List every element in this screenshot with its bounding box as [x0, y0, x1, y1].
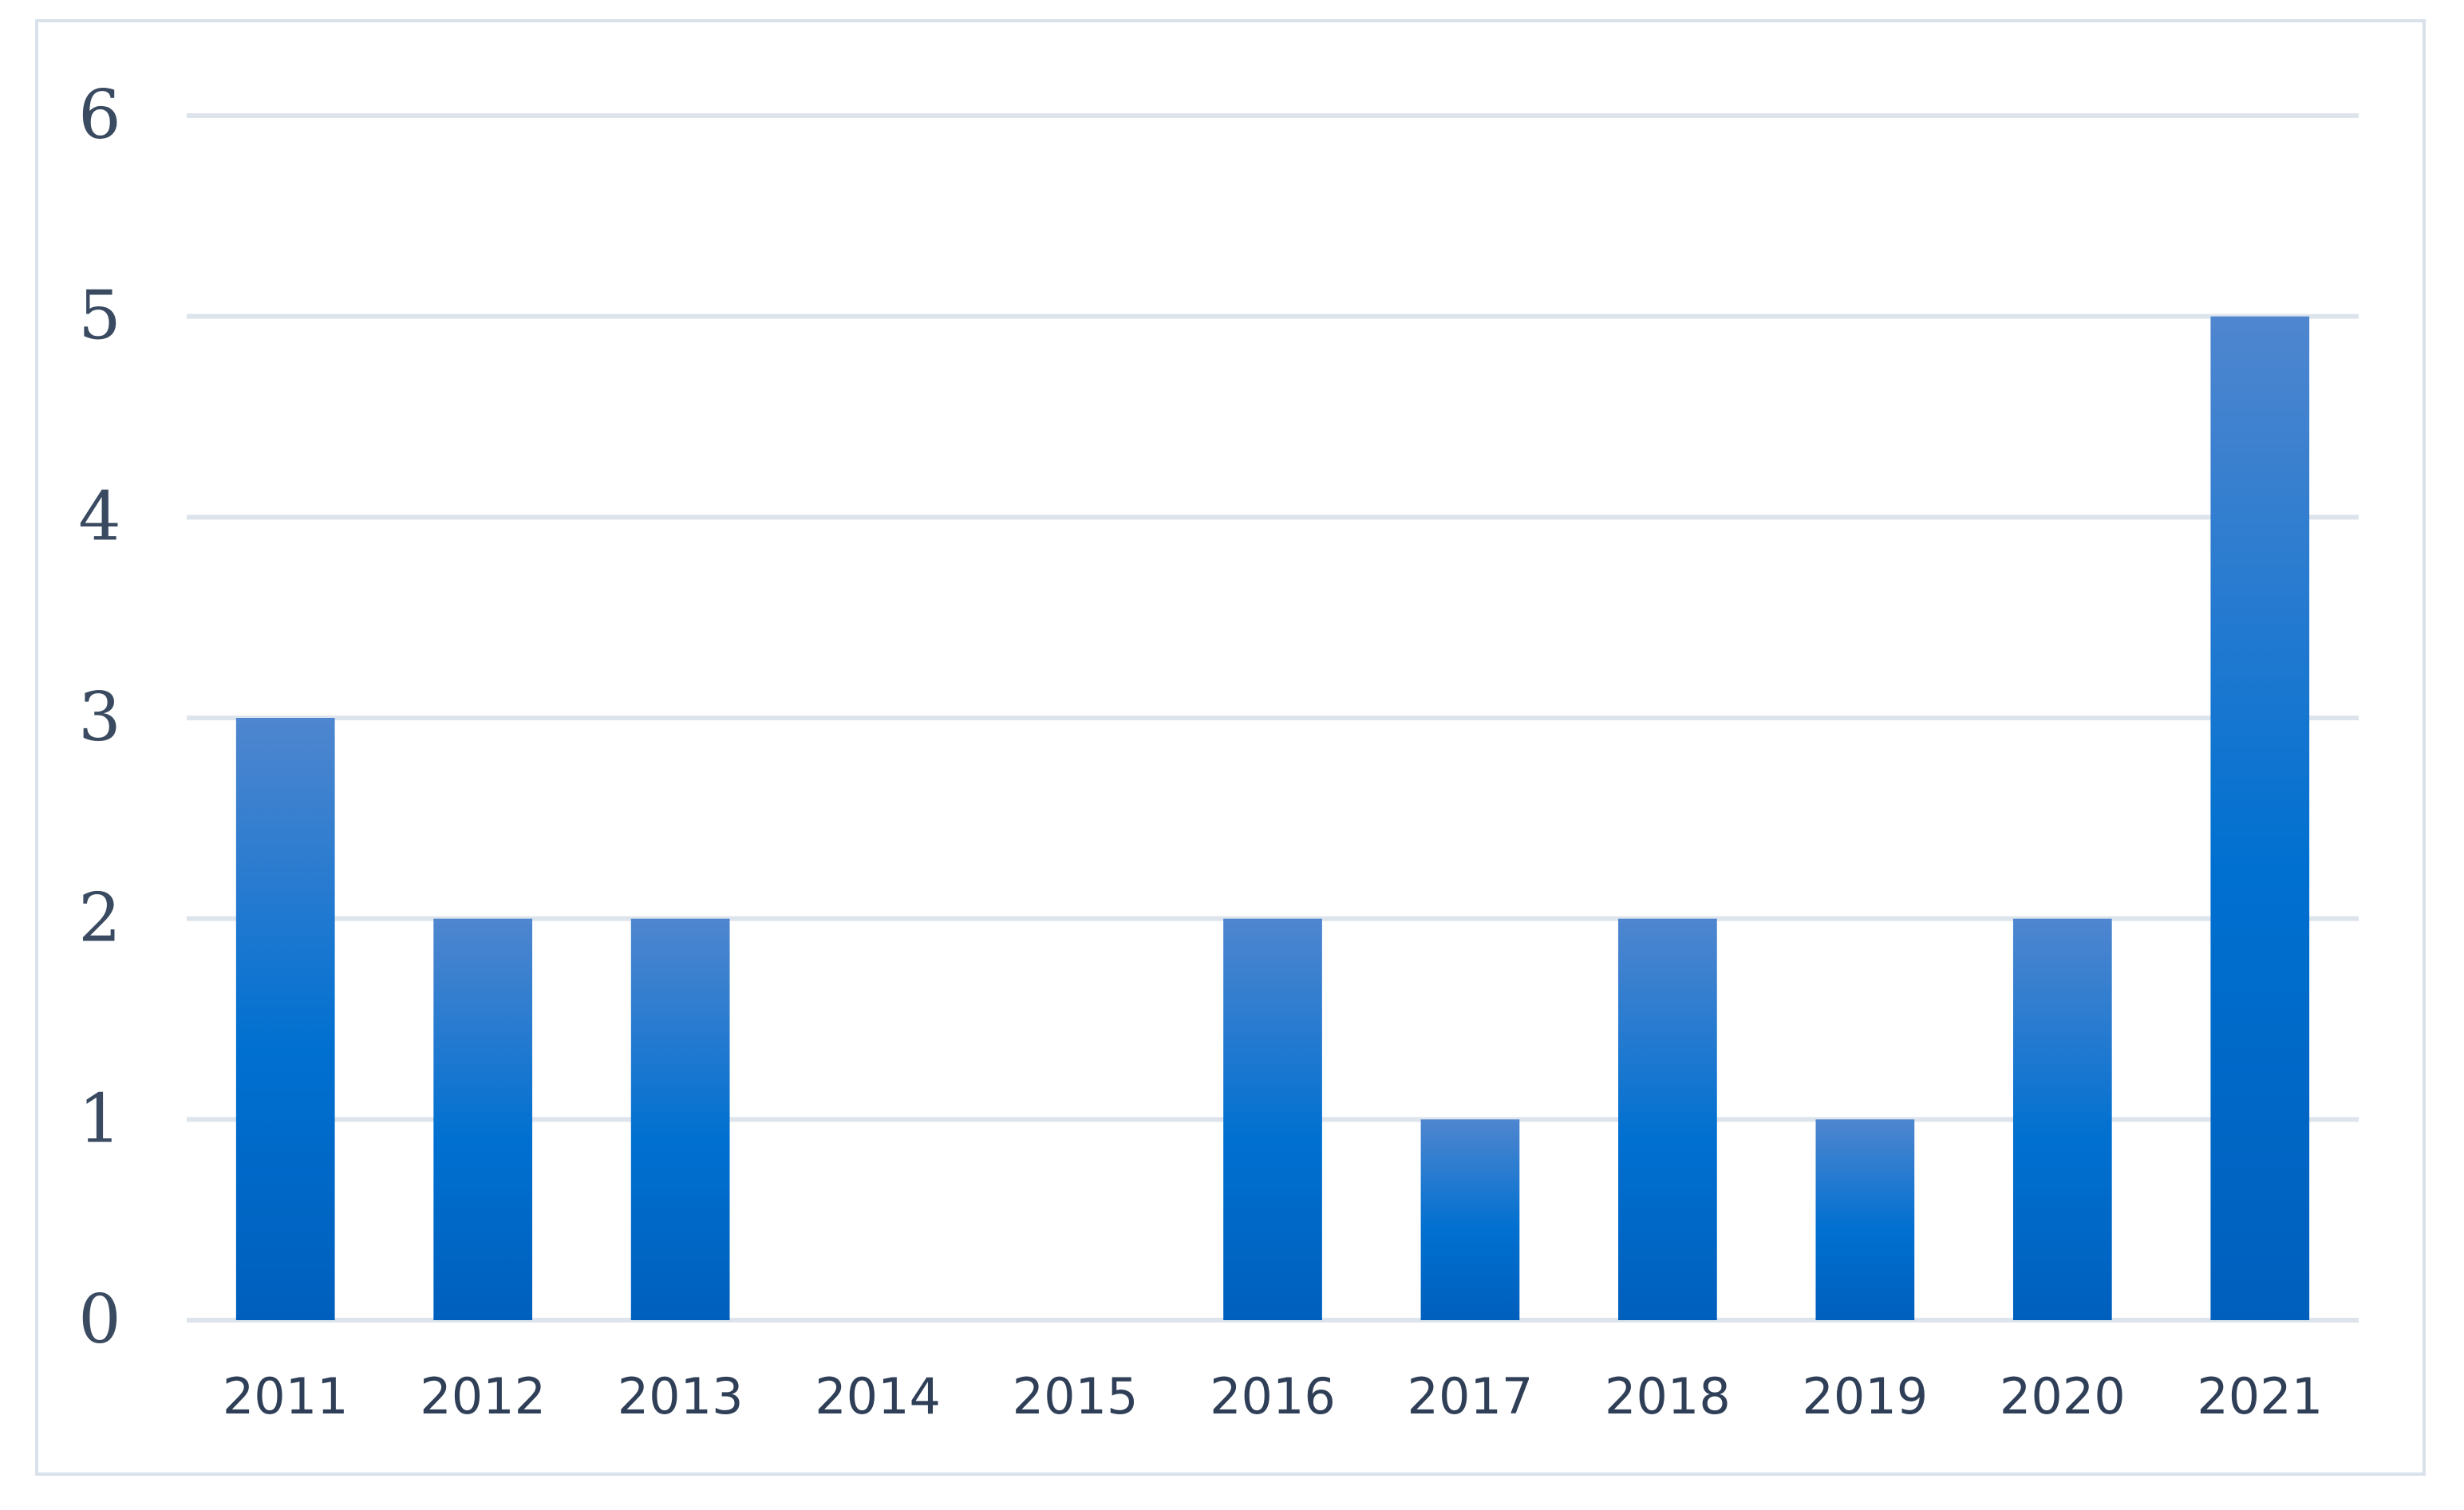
- y-tick-label: 1: [78, 1079, 120, 1157]
- x-tick-label: 2017: [1408, 1367, 1534, 1425]
- y-tick-label: 5: [78, 277, 120, 355]
- bar-2020: [2012, 918, 2112, 1320]
- y-axis: 0 1 2 3 4 5 6: [78, 76, 120, 1358]
- x-tick-label: 2011: [223, 1367, 349, 1425]
- bar-2019: [1815, 1119, 1915, 1320]
- x-tick-label: 2012: [420, 1367, 546, 1425]
- x-tick-label: 2013: [618, 1367, 744, 1425]
- bar-2017: [1420, 1119, 1520, 1320]
- x-tick-label: 2020: [2000, 1367, 2126, 1425]
- x-tick-label: 2015: [1013, 1367, 1139, 1425]
- bar-2016: [1223, 918, 1322, 1320]
- y-tick-label: 4: [78, 477, 120, 555]
- bars: [235, 316, 2310, 1321]
- x-tick-label: 2016: [1210, 1367, 1336, 1425]
- y-tick-label: 2: [78, 879, 120, 957]
- x-axis: 2011 2012 2013 2014 2015 2016 2017 2018 2019 2020…: [223, 1367, 2323, 1425]
- bar-2012: [433, 918, 533, 1320]
- x-tick-label: 2019: [1802, 1367, 1928, 1425]
- gridlines: [187, 113, 2359, 1323]
- bar-2018: [1618, 918, 1717, 1320]
- x-tick-label: 2018: [1605, 1367, 1731, 1425]
- y-tick-label: 0: [78, 1280, 120, 1358]
- bar-2021: [2210, 316, 2310, 1321]
- bar-2011: [235, 718, 335, 1320]
- x-tick-label: 2014: [815, 1367, 941, 1425]
- bar-2013: [630, 918, 730, 1320]
- x-tick-label: 2021: [2197, 1367, 2323, 1425]
- y-tick-label: 3: [78, 678, 120, 756]
- y-tick-label: 6: [78, 76, 120, 154]
